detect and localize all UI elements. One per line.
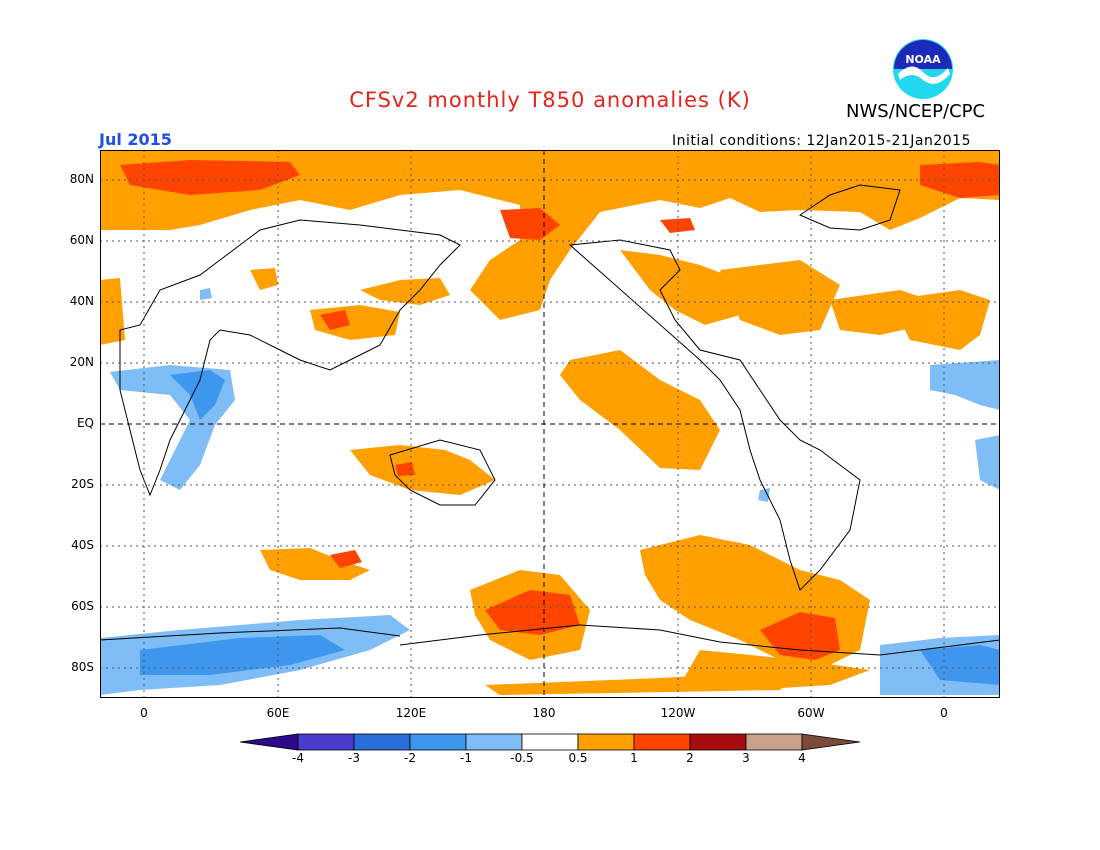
colorbar-segment (521, 733, 579, 751)
colorbar-segment (745, 733, 803, 751)
lat-label-40n: 40N (69, 294, 94, 308)
colorbar-segment (409, 733, 467, 751)
colorbar-label: -2 (404, 751, 416, 765)
colorbar-segment-above-4 (801, 733, 861, 751)
lon-label-180: 180 (532, 706, 556, 720)
organization-label: NWS/NCEP/CPC (846, 101, 986, 122)
colorbar-label: -1 (460, 751, 472, 765)
colorbar-segment (577, 733, 635, 751)
lat-label-40s: 40S (71, 538, 94, 552)
colorbar (240, 733, 861, 751)
chart-title: CFSv2 monthly T850 anomalies (K) (349, 88, 751, 112)
map-grid (100, 150, 1000, 698)
lon-label-0: 0 (140, 706, 148, 720)
initial-conditions-label: Initial conditions: 12Jan2015-21Jan2015 (672, 133, 971, 149)
lon-label-120e: 120E (395, 706, 427, 720)
colorbar-label: -0.5 (510, 751, 534, 765)
logo-text: NOAA (905, 53, 941, 66)
lat-label-80n: 80N (69, 172, 94, 186)
colorbar-segments (240, 733, 861, 751)
lat-label-20s: 20S (71, 477, 94, 491)
colorbar-segment-below-4 (240, 733, 299, 751)
colorbar-segment (297, 733, 355, 751)
lat-label-80s: 80S (71, 660, 94, 674)
lat-label-60n: 60N (69, 233, 94, 247)
lat-label-60s: 60S (71, 599, 94, 613)
coastlines (100, 184, 1000, 656)
colorbar-label: 4 (798, 751, 806, 765)
colorbar-segment (353, 733, 411, 751)
anomaly-map (100, 150, 1000, 698)
colorbar-label: 1 (630, 751, 638, 765)
colorbar-label: 3 (742, 751, 750, 765)
target-month-label: Jul 2015 (99, 130, 172, 149)
colorbar-label: -3 (348, 751, 360, 765)
lon-label-60w: 60W (797, 706, 825, 720)
lon-label-60e: 60E (266, 706, 290, 720)
colorbar-segment (465, 733, 523, 751)
colorbar-segment (633, 733, 691, 751)
colorbar-label: 0.5 (568, 751, 588, 765)
lat-label-20n: 20N (69, 355, 94, 369)
anomaly-regions-cold (140, 370, 1000, 685)
colorbar-label: -4 (292, 751, 304, 765)
anomaly-map-svg (100, 150, 1000, 698)
colorbar-label: 2 (686, 751, 694, 765)
reference-lines (100, 150, 1000, 698)
lon-label-120w: 120W (660, 706, 696, 720)
lat-label-eq: EQ (76, 416, 94, 430)
lon-label-0-east: 0 (940, 706, 948, 720)
noaa-logo: NOAA (893, 39, 953, 99)
colorbar-segment (689, 733, 747, 751)
